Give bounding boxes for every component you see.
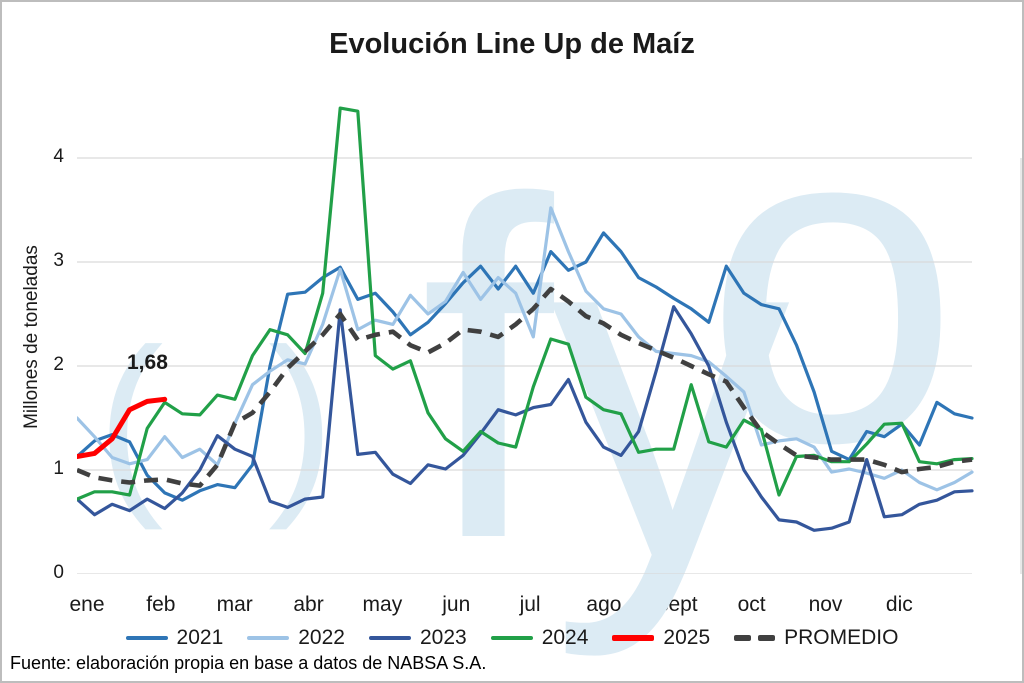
legend-item-2021: 2021 (125, 626, 224, 650)
x-tick-oct: oct (737, 593, 766, 616)
source-note: Fuente: elaboración propia en base a dat… (10, 653, 487, 673)
legend-swatch (368, 636, 411, 640)
x-tick-mar: mar (216, 593, 253, 616)
legend-item-2023: 2023 (368, 626, 467, 650)
chart-title: Evolución Line Up de Maíz (329, 28, 695, 60)
chart-legend: 2021 2022 2023 2024 2025 PROMEDIO (2, 626, 1022, 650)
fyo-watermark-letter-o: o (704, 25, 960, 538)
fyo-watermark-letter-f: f (420, 101, 554, 638)
series-line-2021 (77, 231, 974, 502)
legend-item-2025: 2025 (612, 626, 710, 650)
legend-swatch (247, 636, 290, 640)
y-tick-1: 1 (53, 458, 64, 479)
x-tick-jul: jul (519, 593, 541, 616)
series-line-2024 (77, 106, 974, 501)
y-tick-2: 2 (53, 354, 64, 375)
legend-label: 2022 (298, 626, 345, 649)
legend-item-2022: 2022 (247, 626, 345, 650)
x-tick-sept: sept (657, 593, 698, 616)
x-tick-abr: abr (293, 593, 324, 616)
plot-area (77, 106, 1022, 574)
fyo-watermark-letter-y: y (550, 121, 790, 658)
legend-item-promedio: PROMEDIO (734, 626, 898, 650)
x-tick-nov: nov (808, 593, 843, 616)
x-tick-may: may (362, 593, 403, 616)
legend-label: PROMEDIO (784, 626, 899, 649)
legend-swatch (490, 636, 533, 640)
legend-label: 2021 (176, 626, 224, 649)
x-tick-ago: ago (586, 593, 622, 616)
x-tick-dic: dic (885, 593, 913, 616)
legend-item-2024: 2024 (490, 626, 589, 650)
data-label-1-68: 1,68 (127, 351, 168, 374)
legend-label: 2023 (419, 626, 467, 649)
legend-swatch (125, 636, 168, 640)
x-tick-ene: ene (69, 593, 105, 616)
y-axis-title: Millones de toneladas (21, 245, 42, 429)
y-tick-3: 3 (53, 250, 64, 271)
y-tick-0: 0 (53, 562, 64, 583)
x-tick-feb: feb (146, 593, 176, 616)
series-line-2025 (77, 396, 168, 459)
legend-swatch-dashed (734, 635, 776, 641)
x-tick-jun: jun (442, 593, 471, 616)
legend-label: 2024 (541, 626, 589, 649)
legend-swatch (612, 635, 655, 641)
y-tick-4: 4 (53, 146, 64, 167)
legend-label: 2025 (663, 626, 711, 649)
